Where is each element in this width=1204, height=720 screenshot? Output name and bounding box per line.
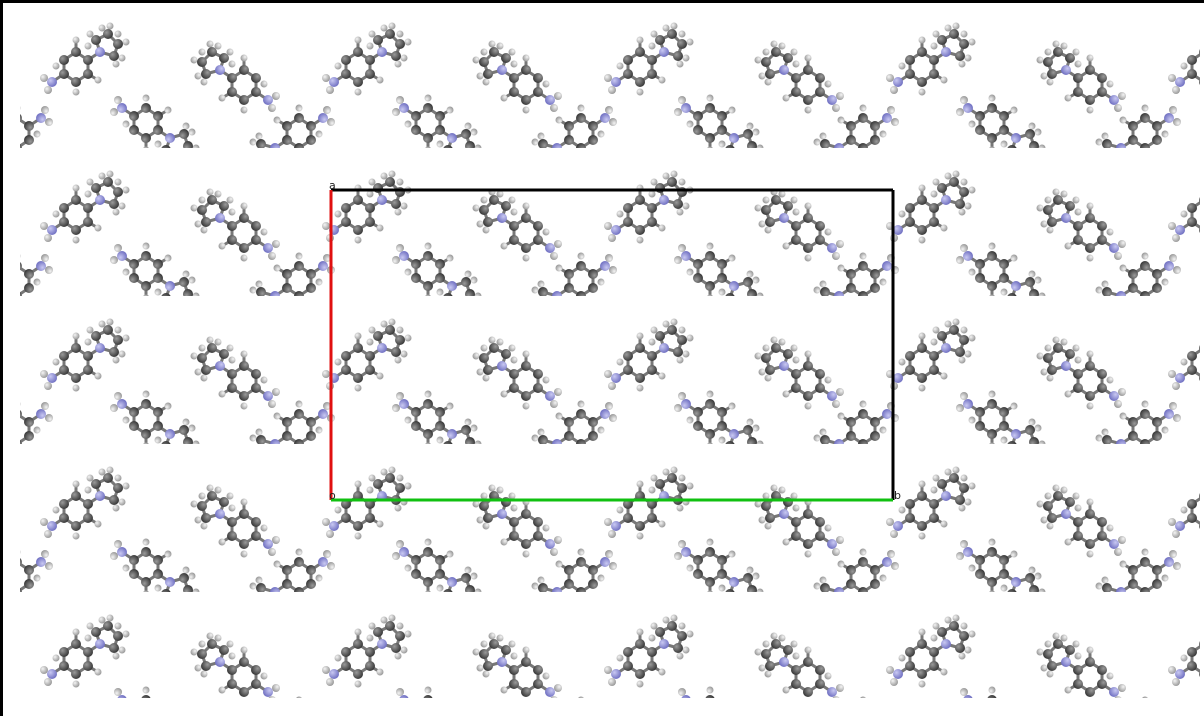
crystal-view: a o b — [0, 0, 1204, 716]
axis-label: o — [329, 489, 336, 502]
axis-label: b — [894, 489, 901, 502]
page: a o b (() => { const data = JSON.parse(d… — [0, 0, 1204, 716]
axis-label: a — [329, 179, 336, 192]
